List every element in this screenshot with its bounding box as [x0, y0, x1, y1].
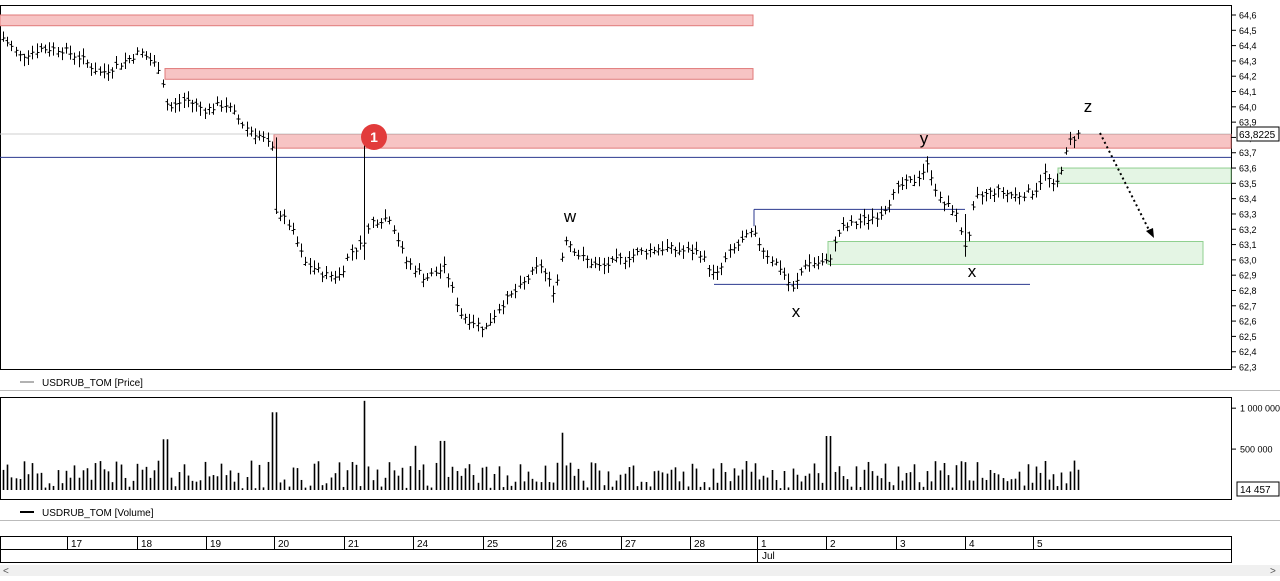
price-tick-label: 62,8 — [1239, 286, 1257, 296]
month-label: Jul — [762, 551, 775, 562]
resistance-zone — [0, 14, 754, 27]
projection-arrow-head — [1146, 228, 1154, 238]
price-tick-label: 63,2 — [1239, 225, 1257, 235]
day-label: 4 — [969, 539, 975, 550]
day-label: 18 — [141, 539, 153, 550]
event-marker-number: 1 — [370, 129, 378, 145]
price-tick-label: 62,3 — [1239, 363, 1257, 373]
price-tick-label: 63,0 — [1239, 255, 1257, 265]
price-tick-label: 62,7 — [1239, 301, 1257, 311]
volume-legend-label: USDRUB_TOM [Volume] — [42, 508, 154, 519]
wave-label-z: z — [1084, 97, 1093, 116]
day-label: 21 — [348, 539, 360, 550]
last-volume-label: 14 457 — [1240, 485, 1271, 496]
price-tick-label: 64,5 — [1239, 26, 1257, 36]
volume-bars-layer — [2, 400, 1080, 490]
price-bars-layer — [1, 31, 1081, 338]
event-marker — [361, 124, 387, 150]
day-label: 2 — [830, 539, 836, 550]
price-tick-label: 62,6 — [1239, 317, 1257, 327]
price-tick-label: 63,3 — [1239, 209, 1257, 219]
level-lines-layer — [0, 156, 1231, 285]
price-pane — [0, 5, 1232, 370]
price-tick-label: 63,9 — [1239, 118, 1257, 128]
price-tick-label: 64,4 — [1239, 41, 1257, 51]
price-tick-label: 64,3 — [1239, 56, 1257, 66]
day-label: 3 — [900, 539, 906, 550]
resistance-zone — [273, 133, 1232, 149]
day-label: 20 — [278, 539, 290, 550]
price-tick-label: 62,5 — [1239, 332, 1257, 342]
day-label: 1 — [761, 539, 767, 550]
price-tick-label: 63,1 — [1239, 240, 1257, 250]
wave-label-y: y — [920, 129, 929, 148]
day-label: 17 — [71, 539, 83, 550]
price-tick-label: 63,4 — [1239, 194, 1257, 204]
projection-arrow — [1099, 132, 1151, 233]
last-price-label: 63,8225 — [1239, 130, 1276, 141]
support-zone — [827, 241, 1204, 265]
day-label: 19 — [210, 539, 222, 550]
zones-layer — [0, 14, 1232, 265]
scroll-right-icon[interactable]: > — [1270, 566, 1276, 577]
price-legend-label: USDRUB_TOM [Price] — [42, 378, 143, 389]
wave-label-x2: x — [968, 262, 977, 281]
scroll-left-icon[interactable]: < — [3, 566, 9, 577]
price-tick-label: 64,0 — [1239, 102, 1257, 112]
price-tick-label: 63,7 — [1239, 148, 1257, 158]
support-zone — [1057, 167, 1232, 184]
day-label: 26 — [556, 539, 568, 550]
price-tick-label: 62,4 — [1239, 347, 1257, 357]
price-tick-label: 64,6 — [1239, 11, 1257, 21]
day-label: 5 — [1037, 539, 1043, 550]
resistance-zone — [164, 68, 754, 80]
last-volume-tag — [1236, 481, 1280, 497]
day-label: 25 — [487, 539, 499, 550]
volume-tick-label: 1 000 000 — [1240, 404, 1280, 414]
volume-tick-label: 500 000 — [1240, 445, 1273, 455]
last-price-tag — [1236, 126, 1280, 142]
price-tick-label: 64,1 — [1239, 87, 1257, 97]
price-tick-label: 63,6 — [1239, 164, 1257, 174]
price-tick-label: 62,9 — [1239, 271, 1257, 281]
price-tick-label: 63,5 — [1239, 179, 1257, 189]
day-label: 24 — [417, 539, 429, 550]
wave-label-x1: x — [792, 302, 801, 321]
volume-axis: 1 000 000 500 000 — [1231, 404, 1280, 455]
time-axis-labels: 17 18 19 20 21 24 25 26 27 28 1 2 3 4 5 — [67, 536, 1043, 550]
wave-label-w: w — [563, 207, 577, 226]
horizontal-scrollbar[interactable] — [0, 565, 1280, 576]
volume-pane — [0, 397, 1232, 500]
day-label: 28 — [694, 539, 706, 550]
price-tick-label: 64,2 — [1239, 72, 1257, 82]
day-label: 27 — [625, 539, 637, 550]
